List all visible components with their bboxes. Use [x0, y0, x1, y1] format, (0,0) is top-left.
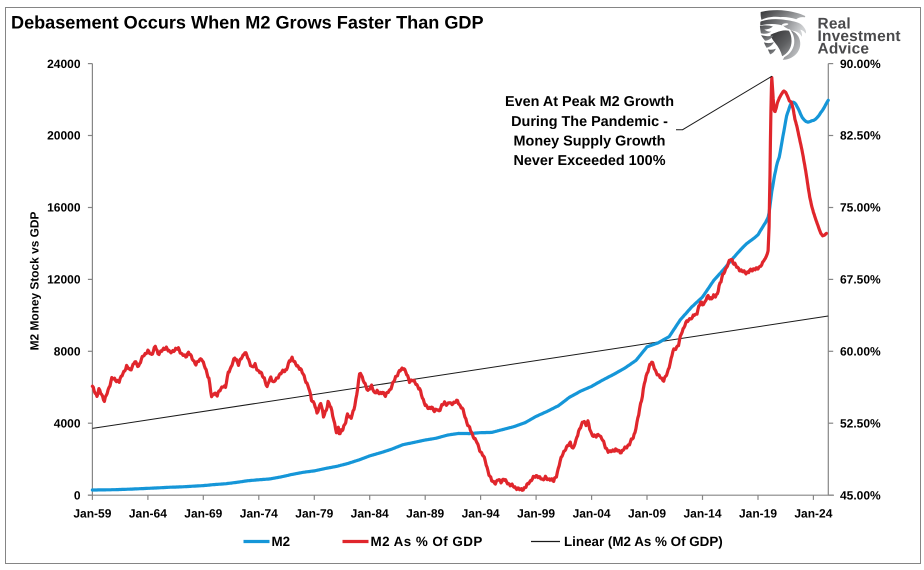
- svg-text:75.00%: 75.00%: [840, 201, 881, 215]
- svg-text:Never Exceeded 100%: Never Exceeded 100%: [513, 153, 665, 169]
- svg-text:Jan-04: Jan-04: [573, 507, 611, 521]
- svg-text:Jan-79: Jan-79: [295, 507, 333, 521]
- svg-text:Investment: Investment: [818, 28, 901, 45]
- svg-text:45.00%: 45.00%: [840, 488, 881, 502]
- svg-text:Real: Real: [818, 15, 851, 32]
- svg-text:12000: 12000: [47, 273, 81, 287]
- svg-text:16000: 16000: [47, 201, 81, 215]
- svg-text:Jan-24: Jan-24: [794, 507, 832, 521]
- svg-text:0: 0: [74, 488, 81, 502]
- svg-text:Jan-74: Jan-74: [240, 507, 278, 521]
- svg-text:82.50%: 82.50%: [840, 129, 881, 143]
- svg-text:Debasement Occurs When M2 Grow: Debasement Occurs When M2 Grows Faster T…: [11, 13, 484, 33]
- svg-text:20000: 20000: [47, 129, 81, 143]
- svg-text:Even At Peak M2 Growth: Even At Peak M2 Growth: [505, 94, 674, 110]
- svg-text:Jan-84: Jan-84: [351, 507, 389, 521]
- svg-text:Advice: Advice: [818, 41, 870, 58]
- svg-text:M2 Money Stock vs GDP: M2 Money Stock vs GDP: [28, 212, 42, 351]
- svg-text:24000: 24000: [47, 57, 81, 71]
- svg-text:M2: M2: [272, 534, 291, 549]
- svg-text:Jan-59: Jan-59: [73, 507, 111, 521]
- svg-text:Jan-19: Jan-19: [739, 507, 777, 521]
- svg-text:Jan-94: Jan-94: [462, 507, 500, 521]
- svg-text:Jan-89: Jan-89: [406, 507, 444, 521]
- svg-text:8000: 8000: [54, 345, 81, 359]
- svg-text:Linear (M2 As % Of GDP): Linear (M2 As % Of GDP): [564, 534, 723, 549]
- svg-text:Jan-64: Jan-64: [129, 507, 167, 521]
- svg-text:During The Pandemic -: During The Pandemic -: [511, 114, 668, 130]
- svg-text:Jan-99: Jan-99: [517, 507, 555, 521]
- svg-text:60.00%: 60.00%: [840, 345, 881, 359]
- svg-text:Jan-09: Jan-09: [628, 507, 666, 521]
- svg-text:90.00%: 90.00%: [840, 57, 881, 71]
- svg-text:52.50%: 52.50%: [840, 416, 881, 430]
- svg-text:Jan-69: Jan-69: [184, 507, 222, 521]
- svg-text:M2 As % Of GDP: M2 As % Of GDP: [371, 534, 483, 549]
- svg-text:Money Supply Growth: Money Supply Growth: [514, 133, 666, 149]
- svg-text:67.50%: 67.50%: [840, 273, 881, 287]
- svg-text:Jan-14: Jan-14: [683, 507, 721, 521]
- svg-text:4000: 4000: [54, 416, 81, 430]
